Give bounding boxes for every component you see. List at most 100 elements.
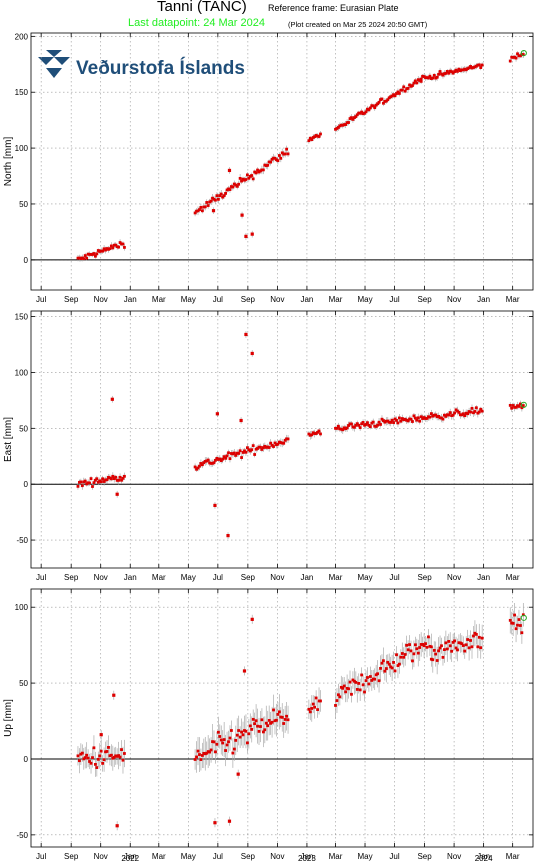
data-point [473,631,477,635]
data-point [240,179,243,183]
data-point [227,187,230,191]
data-point [419,643,423,646]
x-tick-label: Mar [329,852,343,861]
data-point [79,480,83,484]
data-point [379,666,382,670]
data-point [415,81,419,85]
data-point [441,655,445,659]
data-point [104,750,107,754]
data-point [461,644,465,647]
data-point [86,252,90,256]
data-point [421,417,425,420]
data-point-outlier [213,821,217,825]
data-point [277,154,281,157]
data-point [195,467,198,471]
data-point-outlier [242,669,247,673]
data-point [263,728,267,732]
data-point [123,752,126,755]
data-point [215,456,219,460]
data-point [431,414,435,418]
data-point [317,429,321,433]
data-point [453,411,456,415]
data-point [334,127,337,131]
data-point [472,66,475,69]
data-point [308,433,312,437]
data-point [376,102,380,106]
data-point [224,456,228,460]
x-tick-label: May [357,295,372,304]
data-point [371,420,375,424]
data-point [396,421,400,425]
data-point [92,746,96,750]
data-point [205,751,209,755]
data-point [214,458,217,462]
data-point [457,641,461,645]
x-tick-label: Jan [300,295,313,304]
data-point [253,170,257,174]
data-point [437,72,441,76]
y-axis-label: North [mm] [3,137,14,187]
data-point [108,754,112,758]
data-point-outlier [110,397,114,401]
data-point [440,644,443,648]
data-point [429,412,433,416]
data-point [237,452,241,455]
data-points [76,52,525,261]
data-point [354,423,358,427]
data-point [279,441,283,444]
data-point [448,411,452,414]
data-point [307,707,311,711]
data-point-outlier [213,503,217,508]
data-point [267,446,271,449]
data-point [280,441,284,445]
data-point [202,751,206,755]
y-tick-label: 200 [15,32,29,41]
data-point [397,92,401,95]
data-point [458,413,462,417]
data-point [98,479,102,483]
data-point [245,741,249,745]
data-point [456,69,459,73]
data-point [232,747,236,751]
data-point [454,68,458,72]
data-point [272,156,275,160]
data-point [101,477,105,481]
data-point [240,456,243,459]
data-point [350,422,353,426]
data-point [450,649,454,653]
data-point [241,177,245,181]
data-point [283,718,287,721]
data-point [399,419,403,423]
data-point [514,56,518,60]
data-point [198,208,201,212]
data-point [432,648,436,652]
data-point [412,414,416,418]
data-point [275,718,278,722]
data-point [400,417,404,420]
data-point [120,748,123,752]
x-tick-label: Nov [94,852,108,861]
data-point [435,75,439,79]
data-point [241,733,245,737]
data-point [83,479,87,483]
data-point [200,209,204,213]
data-point [397,416,401,420]
data-point [93,763,97,766]
data-point [319,699,322,703]
panel-3: -50 0 50 100 Jul Sep Nov Jan Mar May Jul Sep Nov Jan M… [3,588,534,863]
data-point [432,413,436,417]
latest-data-point [520,401,527,408]
data-point [214,198,217,202]
x-tick-label: Mar [152,852,166,861]
data-point [464,68,468,72]
data-point [112,243,116,247]
data-point [357,423,361,427]
data-point [111,756,115,760]
data-point [228,188,232,191]
data-point [519,402,522,406]
data-point [115,755,119,758]
data-point [311,431,315,435]
data-point [368,675,372,678]
data-point [120,478,123,482]
data-point [209,748,213,752]
